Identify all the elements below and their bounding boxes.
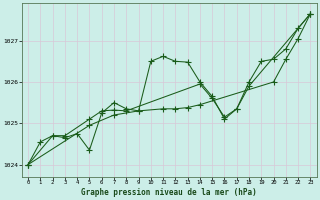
X-axis label: Graphe pression niveau de la mer (hPa): Graphe pression niveau de la mer (hPa) [81,188,257,197]
